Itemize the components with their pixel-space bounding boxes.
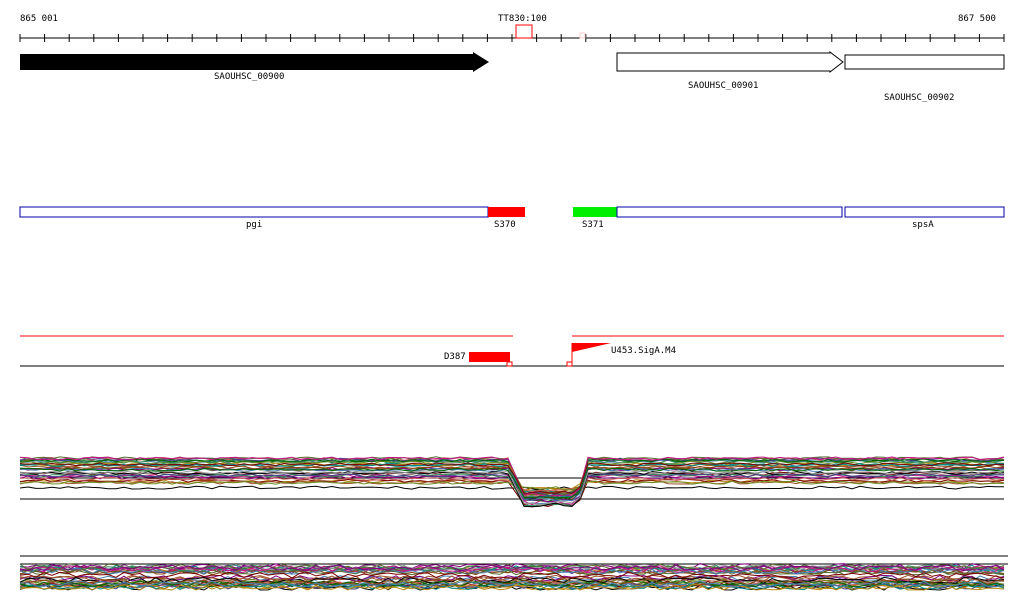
ruler-end-label: 867 500: [958, 14, 996, 24]
operon-label-pgi: pgi: [246, 220, 263, 230]
ruler-ticks: [19, 34, 1005, 42]
expression-profile-line: [19, 562, 1005, 571]
expression-profile-line: [19, 571, 1005, 579]
expression-profile-line: [19, 583, 1005, 591]
expression-track-2-profiles: [19, 562, 1005, 591]
feature-label-d387: D387: [444, 352, 466, 362]
operon-spsa[interactable]: [844, 206, 1005, 218]
gene-label-saouhsc-00902: SAOUHSC_00902: [884, 93, 955, 103]
expression-profile-line: [19, 458, 1005, 502]
expression-profile-line: [19, 480, 1005, 497]
gene-box-saouhsc-00902[interactable]: [844, 54, 1005, 70]
expression-profile-line: [19, 576, 1005, 584]
expression-profile-line: [19, 478, 1005, 508]
gene-label-saouhsc-00900: SAOUHSC_00900: [214, 72, 285, 82]
expression-profile-line: [19, 578, 1005, 586]
expression-profile-line: [19, 462, 1005, 492]
gene-label-saouhsc-00901: SAOUHSC_00901: [688, 81, 759, 91]
gene-track: [20, 50, 1005, 74]
operon-s371-extension[interactable]: [616, 206, 843, 218]
feature-u453-anchor: [566, 361, 573, 367]
operon-s370[interactable]: [488, 207, 525, 217]
expression-profile-line: [19, 584, 1005, 591]
expression-profile-line: [19, 564, 1005, 572]
expression-profile-line: [19, 574, 1005, 582]
operon-label-spsa: spsA: [912, 220, 934, 230]
operon-label-s371: S371: [582, 220, 604, 230]
operon-label-s370: S370: [494, 220, 516, 230]
expression-profile-line: [19, 467, 1005, 499]
feature-d387-anchor: [506, 361, 513, 367]
expression-profile-line: [19, 568, 1005, 576]
ruler-marker-small: [579, 32, 586, 39]
operon-pgi[interactable]: [19, 206, 489, 218]
operon-s371[interactable]: [573, 207, 617, 217]
expression-track-1: [19, 456, 1005, 508]
expression-profile-line: [19, 580, 1005, 588]
feature-track: [20, 335, 1004, 367]
expression-profile-line: [19, 480, 1005, 491]
feature-u453-flag[interactable]: [572, 343, 611, 352]
ruler: [19, 24, 1005, 42]
operon-track: [19, 206, 1005, 218]
ruler-start-label: 865 001: [20, 14, 58, 24]
expression-profile-line: [19, 580, 1005, 588]
expression-profile-line: [19, 462, 1005, 495]
gene-arrow-saouhsc-00900[interactable]: [20, 52, 489, 72]
expression-profile-line: [19, 456, 1005, 498]
feature-d387[interactable]: [469, 352, 510, 362]
ruler-marker-label: TT830:100: [498, 14, 547, 24]
expression-track-2: [19, 555, 1008, 591]
expression-profile-line: [19, 470, 1005, 508]
gene-arrow-saouhsc-00901[interactable]: [616, 50, 844, 74]
expression-profile-line: [19, 470, 1005, 506]
expression-track-1-profiles: [19, 456, 1005, 508]
ruler-marker-box[interactable]: [515, 24, 533, 39]
feature-label-u453: U453.SigA.M4: [611, 346, 677, 356]
